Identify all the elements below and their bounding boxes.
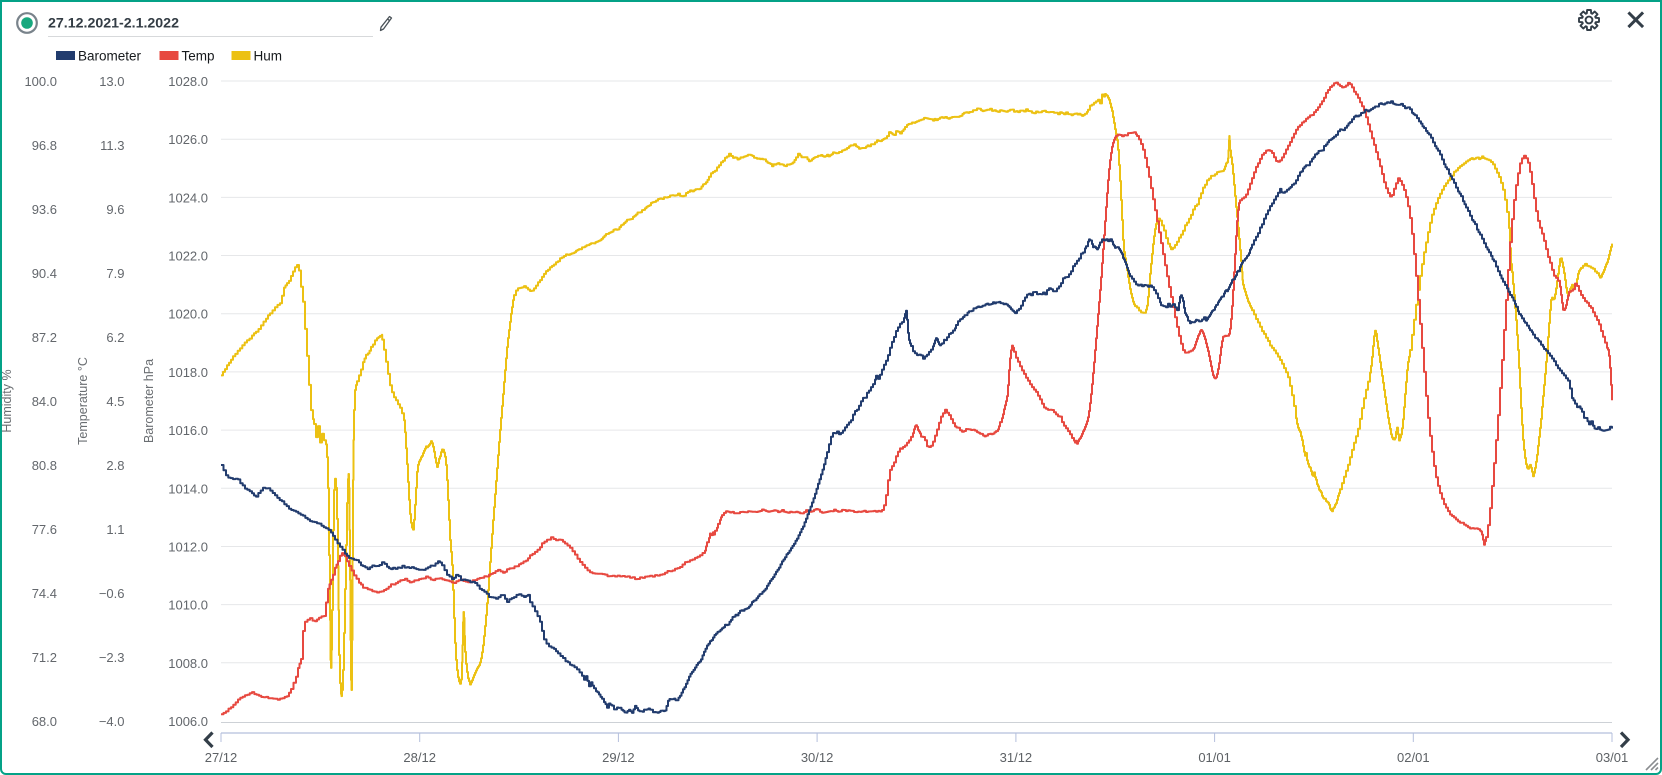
svg-text:31/12: 31/12	[1000, 750, 1033, 765]
svg-text:68.0: 68.0	[32, 714, 57, 729]
svg-text:Barometer hPa: Barometer hPa	[142, 359, 156, 443]
svg-text:1020.0: 1020.0	[168, 307, 208, 322]
svg-text:74.4: 74.4	[32, 586, 57, 601]
svg-text:84.0: 84.0	[32, 394, 57, 409]
svg-text:02/01: 02/01	[1397, 750, 1430, 765]
svg-text:4.5: 4.5	[106, 394, 124, 409]
svg-text:11.3: 11.3	[100, 138, 124, 153]
svg-text:96.8: 96.8	[32, 138, 57, 153]
svg-text:1026.0: 1026.0	[168, 132, 208, 147]
svg-text:80.8: 80.8	[32, 458, 57, 473]
svg-text:1028.0: 1028.0	[168, 74, 208, 89]
svg-text:03/01: 03/01	[1596, 750, 1629, 765]
svg-text:1022.0: 1022.0	[168, 249, 208, 264]
svg-text:1016.0: 1016.0	[168, 423, 208, 438]
svg-text:27/12: 27/12	[205, 750, 238, 765]
svg-text:30/12: 30/12	[801, 750, 834, 765]
svg-text:77.6: 77.6	[32, 522, 57, 537]
svg-text:Hum: Hum	[254, 49, 283, 64]
svg-text:7.9: 7.9	[106, 266, 124, 281]
svg-text:2.8: 2.8	[106, 458, 124, 473]
svg-text:1018.0: 1018.0	[168, 365, 208, 380]
svg-text:1024.0: 1024.0	[168, 190, 208, 205]
svg-text:28/12: 28/12	[403, 750, 436, 765]
svg-text:87.2: 87.2	[32, 330, 57, 345]
svg-text:29/12: 29/12	[602, 750, 635, 765]
svg-text:13.0: 13.0	[99, 74, 124, 89]
svg-text:93.6: 93.6	[32, 202, 57, 217]
svg-text:Barometer: Barometer	[78, 49, 142, 64]
svg-text:9.6: 9.6	[106, 202, 124, 217]
svg-text:−2.3: −2.3	[99, 650, 125, 665]
svg-text:Temperature °C: Temperature °C	[76, 357, 90, 445]
svg-text:−0.6: −0.6	[99, 586, 125, 601]
svg-text:1008.0: 1008.0	[168, 656, 208, 671]
svg-text:6.2: 6.2	[106, 330, 124, 345]
svg-text:1014.0: 1014.0	[168, 481, 208, 496]
svg-text:27.12.2021-2.1.2022: 27.12.2021-2.1.2022	[48, 16, 179, 32]
svg-text:1006.0: 1006.0	[168, 714, 208, 729]
svg-text:90.4: 90.4	[32, 266, 57, 281]
svg-text:1010.0: 1010.0	[168, 598, 208, 613]
svg-text:Temp: Temp	[182, 49, 215, 64]
svg-text:1012.0: 1012.0	[168, 540, 208, 555]
svg-text:−4.0: −4.0	[99, 714, 125, 729]
svg-text:01/01: 01/01	[1198, 750, 1231, 765]
svg-text:71.2: 71.2	[32, 650, 57, 665]
svg-text:1.1: 1.1	[106, 522, 124, 537]
svg-text:100.0: 100.0	[24, 74, 57, 89]
svg-text:Humidity %: Humidity %	[0, 369, 14, 432]
